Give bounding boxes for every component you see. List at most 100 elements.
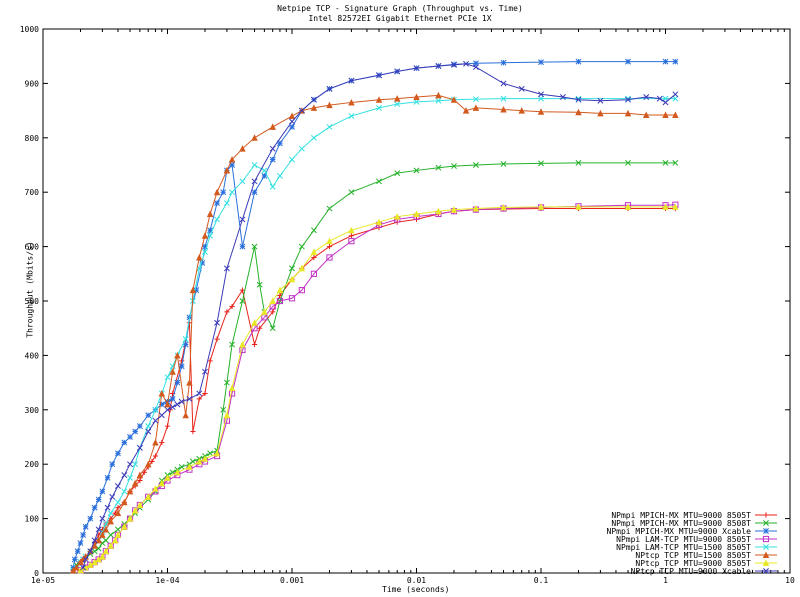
data-point xyxy=(164,374,171,381)
data-point xyxy=(174,401,181,408)
data-point xyxy=(121,498,128,506)
data-point xyxy=(500,95,507,102)
data-point xyxy=(348,233,355,239)
data-point xyxy=(518,107,525,114)
data-point xyxy=(82,523,89,530)
data-point xyxy=(276,140,283,147)
data-point xyxy=(413,93,420,100)
data-point xyxy=(228,384,236,392)
data-point xyxy=(597,97,604,104)
data-point xyxy=(202,243,208,250)
data-point xyxy=(269,156,276,163)
data-point xyxy=(239,178,246,185)
data-point xyxy=(109,461,116,468)
data-point xyxy=(121,523,128,530)
data-point xyxy=(95,526,102,533)
data-point xyxy=(376,72,382,79)
data-point xyxy=(276,286,284,294)
data-point xyxy=(310,134,317,141)
y-tick-label: 700 xyxy=(25,188,40,197)
data-point xyxy=(239,145,246,152)
series-2 xyxy=(70,159,679,571)
data-point xyxy=(102,537,109,544)
data-point xyxy=(152,453,159,459)
data-point xyxy=(107,510,114,517)
data-point xyxy=(158,479,166,487)
data-point xyxy=(214,336,220,342)
data-point xyxy=(82,556,89,563)
data-point xyxy=(102,547,110,555)
data-point xyxy=(298,287,305,294)
chart-title: Netpipe TCP - Signature Graph (Throughpu… xyxy=(277,4,523,13)
data-point xyxy=(87,515,94,522)
data-point xyxy=(251,162,258,168)
data-point xyxy=(463,60,469,67)
y-tick-label: 1000 xyxy=(20,25,39,34)
data-point xyxy=(298,264,306,272)
data-point xyxy=(310,270,318,277)
data-point xyxy=(289,156,295,163)
data-point xyxy=(251,243,258,250)
data-point xyxy=(575,95,582,102)
data-point xyxy=(152,417,159,424)
data-point xyxy=(80,564,87,571)
data-point xyxy=(435,207,442,215)
data-point xyxy=(91,504,98,511)
data-point xyxy=(500,203,507,211)
data-point xyxy=(201,455,209,462)
series-3 xyxy=(70,58,679,571)
data-point xyxy=(376,178,382,185)
data-point xyxy=(500,80,507,87)
data-point xyxy=(672,203,679,210)
data-point xyxy=(239,298,246,304)
x-tick-label: 0.001 xyxy=(280,576,304,585)
x-tick-label: 1e-05 xyxy=(31,576,55,585)
legend-label: NPtcp TCP MTU=1500 8505T xyxy=(635,551,751,560)
data-point xyxy=(261,172,268,179)
data-point xyxy=(115,499,121,506)
data-point xyxy=(196,390,203,397)
data-point xyxy=(472,162,479,168)
data-point xyxy=(239,216,246,223)
x-tick-label: 10 xyxy=(785,576,795,585)
x-tick-label: 0.01 xyxy=(407,576,426,585)
data-point xyxy=(182,411,189,419)
data-point xyxy=(625,159,631,166)
data-point xyxy=(111,536,119,544)
data-point xyxy=(643,94,650,100)
data-point xyxy=(71,556,78,563)
data-point xyxy=(145,412,152,419)
data-point xyxy=(270,309,276,315)
data-point xyxy=(624,203,632,210)
data-point xyxy=(214,319,220,326)
data-point xyxy=(126,487,134,495)
data-point xyxy=(223,265,230,272)
data-point xyxy=(196,396,202,402)
data-point xyxy=(169,404,176,411)
data-point xyxy=(538,160,544,167)
data-point xyxy=(174,379,181,386)
y-tick-label: 600 xyxy=(25,243,40,252)
data-point xyxy=(435,91,442,99)
data-point xyxy=(310,104,318,111)
data-point xyxy=(131,479,139,487)
data-point xyxy=(288,112,296,120)
data-point xyxy=(207,450,214,457)
data-point xyxy=(74,548,81,555)
data-point xyxy=(220,406,227,413)
data-point xyxy=(276,172,283,179)
series-8 xyxy=(80,60,679,571)
data-point xyxy=(186,379,193,386)
data-point xyxy=(80,531,87,538)
series-group xyxy=(70,58,679,574)
series-7 xyxy=(77,203,679,574)
data-point xyxy=(145,428,152,435)
data-point xyxy=(538,91,544,98)
data-point xyxy=(104,504,111,511)
data-point xyxy=(288,295,296,302)
y-tick-label: 900 xyxy=(25,79,40,88)
data-point xyxy=(276,297,284,305)
data-point xyxy=(206,210,214,217)
data-point xyxy=(575,159,582,166)
